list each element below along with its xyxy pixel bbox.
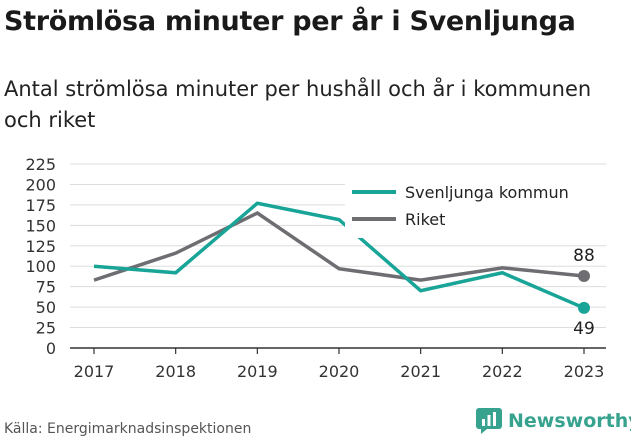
brand-name: Newsworthy bbox=[508, 410, 631, 432]
y-tick-label: 0 bbox=[46, 339, 56, 358]
x-tick-label: 2021 bbox=[400, 362, 441, 381]
legend-label-riket: Riket bbox=[405, 210, 445, 229]
y-tick-label: 125 bbox=[25, 237, 56, 256]
end-label-riket: 88 bbox=[573, 246, 595, 266]
y-tick-label: 25 bbox=[36, 319, 56, 338]
chart-subtitle: Antal strömlösa minuter per hushåll och … bbox=[4, 77, 592, 132]
y-tick-label: 225 bbox=[25, 155, 56, 174]
y-tick-label: 100 bbox=[25, 257, 56, 276]
y-tick-label: 200 bbox=[25, 175, 56, 194]
y-tick-label: 50 bbox=[36, 298, 56, 317]
y-tick-label: 150 bbox=[25, 216, 56, 235]
source-note: Källa: Energimarknadsinspektionen bbox=[4, 421, 252, 437]
legend-background bbox=[345, 180, 607, 238]
x-tick-label: 2022 bbox=[482, 362, 523, 381]
x-tick-label: 2018 bbox=[155, 362, 196, 381]
brand-logo: Newsworthy bbox=[476, 408, 631, 434]
legend: Svenljunga kommun Riket bbox=[345, 180, 607, 238]
series-line-riket bbox=[93, 211, 585, 282]
end-point-riket bbox=[578, 270, 590, 283]
x-tick-label: 2017 bbox=[74, 362, 115, 381]
end-label-svenljunga: 49 bbox=[573, 319, 595, 339]
end-point-svenljunga bbox=[578, 301, 590, 314]
x-tick-label: 2019 bbox=[237, 362, 278, 381]
chart-logo-icon bbox=[476, 408, 502, 434]
series-line-svenljunga bbox=[93, 201, 585, 310]
x-tick-label: 2020 bbox=[319, 362, 360, 381]
y-tick-label: 75 bbox=[36, 278, 56, 297]
legend-label-svenljunga: Svenljunga kommun bbox=[405, 183, 569, 202]
chart-title: Strömlösa minuter per år i Svenljunga bbox=[4, 6, 576, 37]
y-tick-label: 175 bbox=[25, 196, 56, 215]
x-tick-label: 2023 bbox=[564, 362, 605, 381]
